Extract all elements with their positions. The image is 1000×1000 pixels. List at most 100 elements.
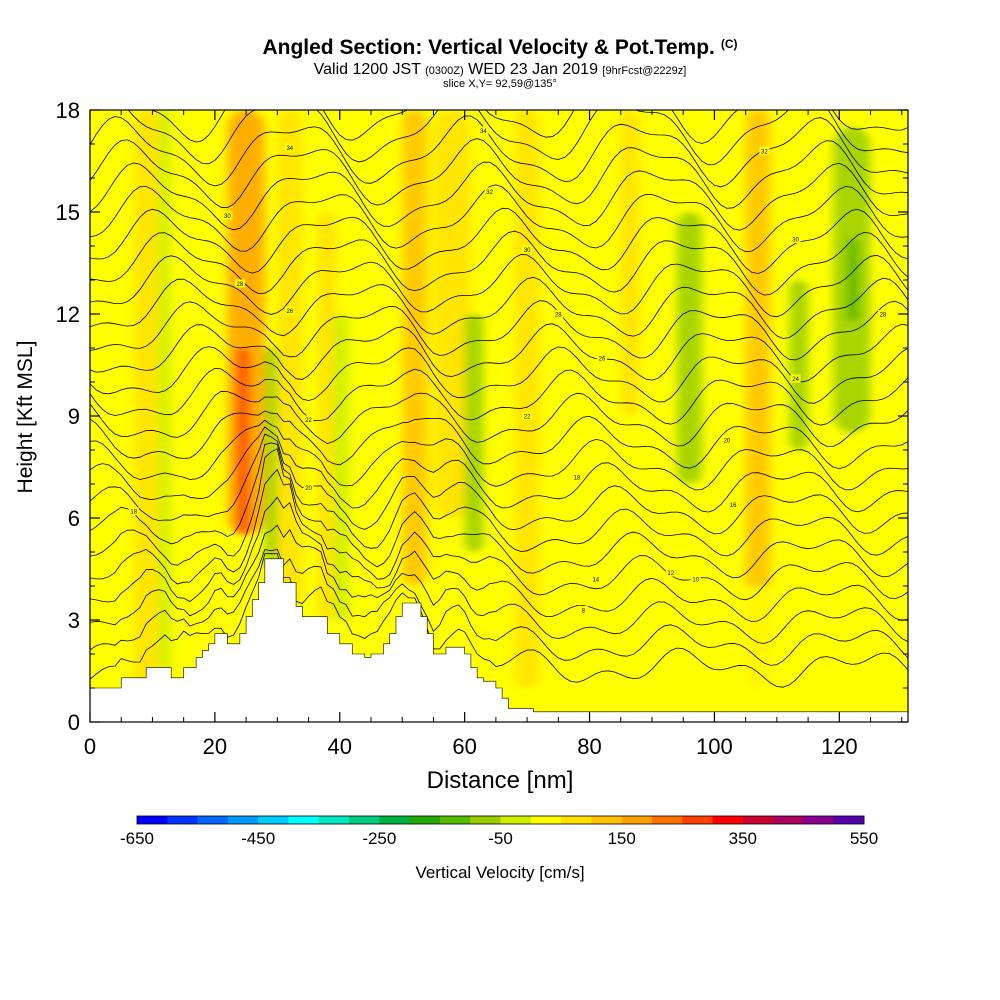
svg-text:14: 14 [592,578,599,584]
svg-text:22: 22 [305,418,312,424]
velocity-band-20 [564,586,908,712]
x-axis: 0 20 40 60 80 100 120 [84,110,903,759]
isentrope-label-3: 32 [484,187,495,196]
subtitle-forecast: [9hrFcst@2229z] [602,65,687,77]
velocity-band-15 [745,110,771,688]
isentrope-line-18 [90,230,908,296]
svg-text:34: 34 [480,129,487,135]
isentrope-label-12: 24 [790,374,801,383]
isentrope-label-15: 20 [721,435,732,444]
velocity-field [133,110,908,712]
isentrope-line-11 [90,390,908,447]
isentrope-label-19: 16 [728,500,739,509]
isentrope-label-6: 30 [522,245,533,254]
colorbar-tick-label: -450 [241,829,275,848]
isentrope-line-7 [90,433,908,535]
isentrope-label-14: 22 [522,412,533,421]
isentrope-label-10: 26 [284,306,295,315]
svg-text:8: 8 [582,608,586,614]
chart-title: Angled Section: Vertical Velocity & Pot.… [262,36,738,59]
colorbar-labels: -650 -450 -250 -50 150 350 550 [120,829,878,848]
isentrope-contours [90,110,908,688]
y-tick-label: 15 [56,200,80,225]
x-tick-label: 0 [84,734,96,759]
velocity-band-10 [433,110,471,518]
colorbar-swatch [349,816,380,824]
svg-text:16: 16 [730,503,737,509]
svg-text:30: 30 [224,214,231,220]
velocity-band-2 [227,110,265,535]
svg-text:22: 22 [524,415,531,421]
colorbar-swatch [682,816,713,824]
isentrope-line-21 [90,161,908,231]
isentrope-line-14 [90,323,908,383]
x-tick-label: 20 [203,734,227,759]
colorbar-swatch [409,816,441,824]
isentrope-line-1 [90,548,908,666]
velocity-band-11 [464,314,484,552]
velocity-band-9 [402,110,428,586]
isentrope-label-9: 28 [553,310,564,319]
colorbar-swatch [773,816,804,824]
x-tick-label: 100 [696,734,733,759]
svg-text:30: 30 [792,238,799,244]
y-axis-label: Height [Kft MSL] [14,340,37,494]
velocity-band-7 [333,314,350,620]
svg-text:12: 12 [667,571,674,577]
y-tick-label: 0 [68,710,80,735]
isentrope-line-9 [90,419,908,491]
colorbar-swatch [137,816,168,824]
isentrope-line-17 [90,254,908,318]
velocity-band-8 [370,246,396,620]
colorbar-tick-label: -50 [488,829,513,848]
isentrope-label-7: 28 [234,279,245,288]
colorbar-tick-label: -650 [120,829,154,848]
colorbar-swatch [318,816,350,824]
isentrope-line-25 [150,110,908,144]
isentrope-line-4 [90,468,908,601]
y-tick-label: 3 [68,608,80,633]
colorbar-swatch [561,816,592,824]
velocity-band-4 [264,348,278,569]
svg-text:34: 34 [286,146,293,152]
isentrope-line-6 [90,442,908,557]
svg-text:18: 18 [574,476,581,482]
x-axis-label: Distance [nm] [426,767,574,794]
colorbar-swatch [439,816,471,824]
colorbar-tick-label: 150 [607,829,635,848]
subtitle-zulu: (0300Z) [425,65,464,77]
colorbar-swatch [742,816,774,824]
y-tick-label: 18 [56,98,80,123]
isentrope-line-5 [90,448,908,579]
velocity-band-12 [514,110,540,688]
colorbar-swatch [197,816,229,824]
isentrope-label-13: 22 [303,415,314,424]
colorbar-swatch [288,816,320,824]
colorbar-swatch [258,816,289,824]
isentrope-line-15 [90,300,908,361]
slice-label: slice X,Y= 92,59@135° [443,78,557,90]
colorbar-swatch [167,816,198,824]
colorbar-title: Vertical Velocity [cm/s] [415,863,585,882]
y-tick-label: 9 [68,404,80,429]
isentrope-label-18: 18 [128,507,139,516]
x-tick-label: 60 [452,734,476,759]
y-axis: 0 3 6 9 12 15 18 [56,98,908,735]
isentrope-line-8 [90,426,908,513]
colorbar-swatch [651,816,683,824]
svg-text:28: 28 [555,313,562,319]
velocity-band-18 [848,239,857,321]
colorbar-swatch [379,816,410,824]
velocity-band-13 [620,110,640,416]
velocity-band-16 [789,280,809,450]
x-tick-label: 40 [328,734,352,759]
colorbar-tick-label: 550 [850,829,878,848]
colorbar-swatch [470,816,501,824]
isentrope-line-20 [90,184,908,253]
isentrope-label-22: 10 [690,575,701,584]
svg-text:28: 28 [237,282,244,288]
isentrope-label-4: 30 [222,211,233,220]
colorbar-tick-label: -250 [362,829,396,848]
isentrope-line-16 [90,276,908,339]
